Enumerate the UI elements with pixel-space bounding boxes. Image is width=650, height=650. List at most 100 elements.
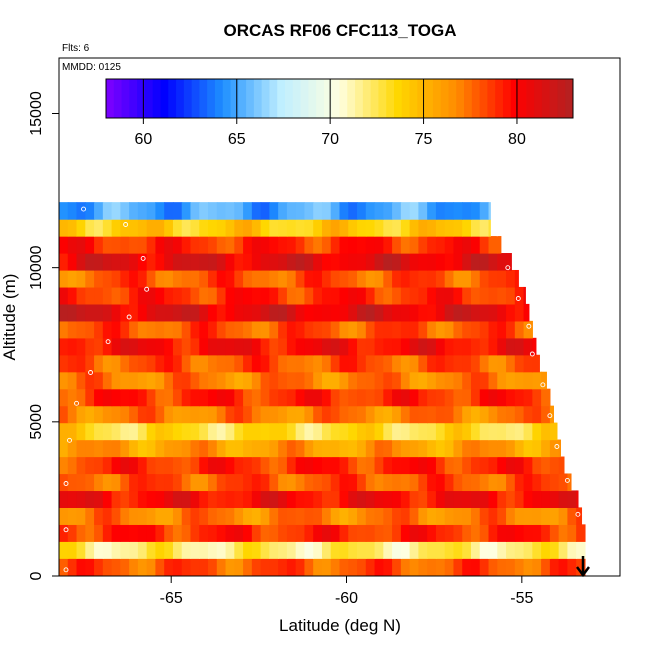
- heatmap-cell: [462, 354, 472, 373]
- heatmap-cell: [278, 371, 288, 390]
- colorbar-segment: [362, 79, 372, 118]
- heatmap-cell: [348, 269, 358, 288]
- heatmap-cell: [199, 439, 209, 458]
- heatmap-cell: [435, 253, 446, 271]
- heatmap-cell: [365, 558, 376, 576]
- heatmap-cell: [567, 490, 577, 508]
- heatmap-cell: [357, 541, 367, 559]
- heatmap-cell: [444, 371, 455, 390]
- heatmap-cell: [339, 422, 349, 441]
- heatmap-cell: [67, 354, 78, 373]
- heatmap-cell: [102, 202, 113, 220]
- track-point: [81, 206, 86, 212]
- heatmap-cell: [129, 558, 139, 576]
- heatmap-cell: [330, 371, 341, 390]
- heatmap-cell: [172, 558, 183, 576]
- heatmap-cell: [576, 490, 579, 508]
- heatmap-cell: [488, 219, 491, 237]
- heatmap-cell: [514, 456, 525, 475]
- heatmap-cell: [76, 456, 86, 475]
- heatmap-cell: [444, 286, 455, 305]
- heatmap-cell: [470, 269, 481, 288]
- heatmap-cell: [251, 524, 262, 542]
- heatmap-cell: [234, 490, 244, 508]
- heatmap-cell: [234, 202, 244, 220]
- heatmap-cell: [94, 422, 104, 441]
- heatmap-cell: [137, 405, 148, 424]
- heatmap-cell: [418, 388, 428, 407]
- heatmap-cell: [418, 219, 428, 237]
- heatmap-cell: [120, 219, 130, 237]
- heatmap-cell: [181, 388, 192, 407]
- heatmap-cell: [129, 253, 139, 271]
- heatmap-cell: [243, 524, 253, 542]
- heatmap-cell: [549, 507, 560, 525]
- heatmap-cell: [523, 286, 526, 305]
- heatmap-cell: [567, 473, 572, 492]
- heatmap-cell: [409, 456, 419, 475]
- heatmap-cell: [243, 541, 253, 559]
- heatmap-cell: [321, 269, 332, 288]
- heatmap-cell: [164, 337, 174, 356]
- heatmap-cell: [111, 286, 121, 305]
- heatmap-cell: [479, 303, 490, 322]
- heatmap-cell: [541, 490, 551, 508]
- heatmap-cell: [243, 473, 253, 492]
- track-point: [63, 481, 69, 486]
- heatmap-cell: [208, 269, 218, 288]
- colorbar-segment: [261, 79, 270, 118]
- heatmap-cell: [172, 286, 183, 305]
- heatmap-cell: [374, 236, 384, 254]
- heatmap-cell: [357, 371, 367, 390]
- heatmap-cell: [462, 236, 472, 254]
- heatmap-cell: [479, 354, 490, 373]
- heatmap-cell: [208, 202, 218, 220]
- heatmap-cell: [339, 303, 349, 322]
- heatmap-cell: [435, 303, 446, 322]
- heatmap-cell: [146, 269, 157, 288]
- heatmap-cell: [357, 490, 367, 508]
- heatmap-cell: [444, 490, 455, 508]
- heatmap-cell: [59, 507, 69, 525]
- heatmap-cell: [164, 303, 174, 322]
- heatmap-cell: [435, 507, 446, 525]
- heatmap-cell: [558, 541, 569, 559]
- date-label: MMDD: 0125: [62, 62, 121, 73]
- heatmap-cell: [111, 541, 121, 559]
- heatmap-cell: [470, 490, 481, 508]
- heatmap-cell: [462, 320, 472, 339]
- heatmap-cell: [85, 269, 95, 288]
- heatmap-cell: [199, 219, 209, 237]
- heatmap-cell: [76, 320, 86, 339]
- heatmap-cell: [251, 558, 262, 576]
- heatmap-cell: [225, 439, 235, 458]
- heatmap-cell: [102, 439, 113, 458]
- heatmap-cell: [172, 219, 183, 237]
- heatmap-cell: [243, 507, 253, 525]
- heatmap-cell: [172, 371, 183, 390]
- heatmap-cell: [111, 490, 121, 508]
- heatmap-cell: [479, 388, 490, 407]
- heatmap-cell: [76, 371, 86, 390]
- heatmap-cell: [94, 337, 104, 356]
- heatmap-cell: [137, 473, 148, 492]
- heatmap-cell: [435, 286, 446, 305]
- track-point: [547, 413, 553, 419]
- heatmap-cell: [348, 422, 358, 441]
- heatmap-cell: [181, 337, 192, 356]
- heatmap-cell: [286, 439, 297, 458]
- heatmap-cell: [470, 253, 481, 271]
- heatmap-cell: [59, 337, 69, 356]
- heatmap-cell: [383, 422, 393, 441]
- heatmap-cell: [400, 507, 411, 525]
- heatmap-cell: [286, 286, 297, 305]
- heatmap-cell: [76, 286, 86, 305]
- heatmap-cell: [321, 456, 332, 475]
- heatmap-cell: [76, 490, 86, 508]
- heatmap-cell: [59, 473, 69, 492]
- heatmap-cell: [120, 253, 130, 271]
- heatmap-cell: [532, 490, 542, 508]
- heatmap-cell: [286, 422, 297, 441]
- heatmap-cell: [225, 371, 235, 390]
